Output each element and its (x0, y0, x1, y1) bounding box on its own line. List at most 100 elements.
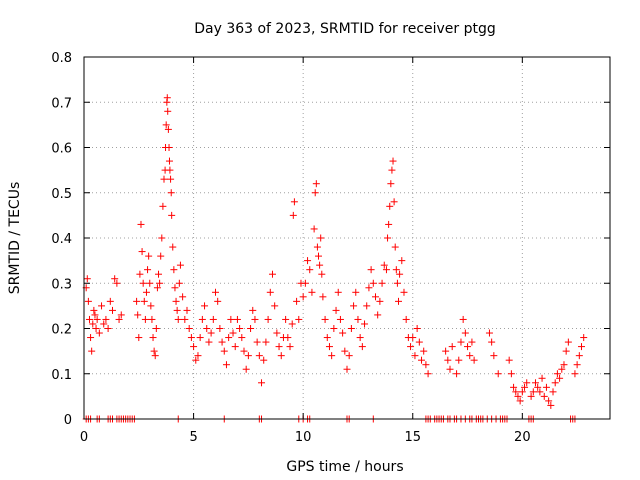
data-point (144, 266, 152, 274)
data-point (236, 325, 244, 332)
data-point (442, 347, 450, 355)
data-point (160, 175, 168, 183)
data-point (135, 334, 143, 342)
data-point (155, 270, 163, 278)
data-point (162, 121, 170, 129)
data-point (216, 325, 224, 332)
data-point (146, 279, 154, 287)
data-point (505, 356, 513, 364)
data-point (133, 297, 141, 305)
data-point (165, 144, 173, 151)
data-point (90, 306, 98, 314)
data-point (339, 329, 347, 337)
data-point (214, 297, 222, 305)
y-tick-label: 0.5 (51, 187, 72, 202)
data-point (139, 279, 147, 287)
data-point (247, 325, 255, 332)
data-point (147, 302, 155, 310)
data-point (242, 365, 250, 373)
data-point (444, 356, 452, 364)
y-tick-label: 0.6 (51, 142, 72, 157)
data-point (422, 361, 430, 369)
data-point (350, 302, 358, 310)
y-tick-label: 0.4 (51, 232, 72, 247)
data-point (106, 297, 114, 305)
data-point (156, 279, 164, 287)
data-point (516, 397, 524, 405)
data-point (424, 370, 432, 378)
data-points (82, 94, 588, 423)
data-point (187, 334, 195, 342)
data-point (361, 320, 369, 328)
data-point (240, 347, 248, 355)
data-point (151, 352, 159, 360)
axis-ticks: 0 0.1 0.2 0.3 0.4 0.5 0.6 0.7 0.8 0 5 10 15 20 (51, 51, 610, 445)
data-point (138, 248, 146, 256)
data-point (102, 315, 110, 323)
data-point (512, 388, 520, 396)
data-point (352, 288, 360, 296)
data-point (578, 343, 586, 351)
data-point (510, 383, 518, 391)
data-point (446, 365, 454, 373)
data-point (205, 338, 213, 346)
data-point (150, 347, 158, 355)
data-point (400, 288, 408, 296)
data-point (282, 315, 290, 323)
data-point (93, 315, 101, 323)
data-point (367, 266, 375, 274)
data-point (149, 334, 157, 342)
data-point (165, 157, 173, 165)
data-point (295, 315, 303, 323)
data-point (190, 343, 198, 351)
x-tick-label: 5 (189, 430, 197, 445)
data-point (330, 325, 338, 332)
data-point (117, 311, 125, 319)
data-point (461, 329, 469, 337)
data-point (464, 343, 472, 351)
data-point (518, 388, 526, 396)
data-point (266, 288, 274, 296)
data-point (171, 284, 179, 292)
data-point (201, 302, 209, 310)
data-point (310, 225, 318, 233)
data-point (148, 315, 156, 323)
data-point (196, 334, 204, 342)
data-point (386, 202, 394, 210)
data-point (315, 252, 323, 260)
data-point (229, 329, 237, 337)
data-point (323, 334, 331, 342)
data-point (153, 284, 161, 292)
data-point (168, 211, 176, 219)
data-point (316, 261, 324, 269)
data-point (334, 288, 342, 296)
data-point (571, 370, 579, 378)
data-point (159, 202, 167, 210)
data-point (95, 329, 103, 337)
data-point (514, 392, 522, 400)
data-point (534, 383, 542, 391)
data-point (194, 352, 202, 360)
data-point (167, 175, 175, 183)
data-point (332, 306, 340, 314)
data-point (249, 306, 257, 314)
data-point (564, 338, 572, 346)
data-point (167, 189, 175, 197)
data-point (104, 325, 112, 332)
data-point (92, 325, 100, 332)
data-point (407, 343, 415, 351)
data-point (354, 315, 362, 323)
data-point (260, 356, 268, 364)
data-point (170, 266, 178, 274)
data-point (396, 270, 404, 278)
data-point (448, 343, 456, 351)
data-point (251, 315, 259, 323)
data-point (321, 315, 329, 323)
data-point (238, 334, 246, 342)
x-tick-label: 20 (514, 430, 531, 445)
data-point (553, 370, 561, 378)
data-point (89, 320, 97, 328)
data-point (288, 320, 296, 328)
data-point (179, 293, 187, 301)
